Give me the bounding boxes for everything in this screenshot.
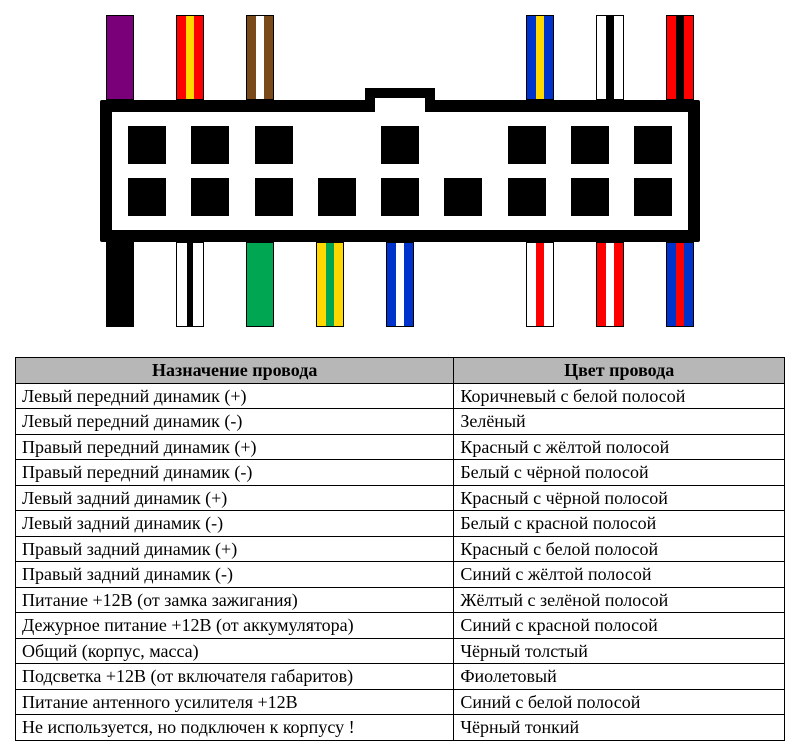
pin	[381, 178, 419, 216]
table-row: Правый задний динамик (-)Синий с жёлтой …	[16, 562, 785, 588]
wire-blue-white	[386, 242, 414, 327]
pin	[634, 126, 672, 164]
wire-red-white	[596, 242, 624, 327]
wire-white-black	[596, 15, 624, 100]
pin	[571, 126, 609, 164]
table-cell: Чёрный тонкий	[454, 715, 785, 741]
table-cell: Зелёный	[454, 409, 785, 435]
pin	[634, 178, 672, 216]
table-cell: Дежурное питание +12В (от аккумулятора)	[16, 613, 454, 639]
table-cell: Фиолетовый	[454, 664, 785, 690]
table-cell: Правый передний динамик (-)	[16, 460, 454, 486]
table-row: Правый передний динамик (-)Белый с чёрно…	[16, 460, 785, 486]
col-color: Цвет провода	[454, 358, 785, 384]
table-cell: Питание антенного усилителя +12В	[16, 689, 454, 715]
wire-slot-empty	[456, 242, 484, 327]
table-row: Общий (корпус, масса)Чёрный толстый	[16, 638, 785, 664]
pin	[571, 178, 609, 216]
table-cell: Коричневый с белой полосой	[454, 383, 785, 409]
table-cell: Правый передний динамик (+)	[16, 434, 454, 460]
wire-blue-yellow	[526, 15, 554, 100]
pin	[191, 126, 229, 164]
wire-yellow-green	[316, 242, 344, 327]
table-cell: Красный с белой полосой	[454, 536, 785, 562]
wire-white-red	[526, 242, 554, 327]
table-row: Дежурное питание +12В (от аккумулятора)С…	[16, 613, 785, 639]
table-cell: Синий с белой полосой	[454, 689, 785, 715]
pin	[191, 178, 229, 216]
table-row: Левый задний динамик (+)Красный с чёрной…	[16, 485, 785, 511]
table-row: Левый передний динамик (+)Коричневый с б…	[16, 383, 785, 409]
table-cell: Питание +12В (от замка зажигания)	[16, 587, 454, 613]
pin	[508, 126, 546, 164]
table-cell: Левый задний динамик (+)	[16, 485, 454, 511]
pin	[255, 126, 293, 164]
wire-red-yellow	[176, 15, 204, 100]
table-row: Подсветка +12В (от включателя габаритов)…	[16, 664, 785, 690]
table-cell: Не используется, но подключен к корпусу …	[16, 715, 454, 741]
wire-violet	[106, 15, 134, 100]
pin	[381, 126, 419, 164]
table-row: Левый задний динамик (-)Белый с красной …	[16, 511, 785, 537]
wire-black-thick	[106, 242, 134, 327]
connector-diagram	[15, 15, 785, 327]
table-cell: Левый передний динамик (-)	[16, 409, 454, 435]
table-row: Правый задний динамик (+)Красный с белой…	[16, 536, 785, 562]
table-cell: Левый задний динамик (-)	[16, 511, 454, 537]
wire-blue-red	[666, 242, 694, 327]
pin-row-bottom	[128, 178, 672, 216]
table-cell: Белый с чёрной полосой	[454, 460, 785, 486]
table-row: Левый передний динамик (-)Зелёный	[16, 409, 785, 435]
bottom-wires	[15, 242, 785, 327]
wire-slot-empty	[456, 15, 484, 100]
pin-empty	[444, 126, 482, 164]
table-row: Питание антенного усилителя +12ВСиний с …	[16, 689, 785, 715]
table-row: Не используется, но подключен к корпусу …	[16, 715, 785, 741]
pin	[444, 178, 482, 216]
pin	[255, 178, 293, 216]
connector-body	[100, 100, 700, 242]
pin	[128, 126, 166, 164]
wire-green	[246, 242, 274, 327]
table-cell: Синий с жёлтой полосой	[454, 562, 785, 588]
wire-slot-empty	[316, 15, 344, 100]
table-cell: Чёрный толстый	[454, 638, 785, 664]
table-cell: Правый задний динамик (+)	[16, 536, 454, 562]
pin-row-top	[128, 126, 672, 164]
table-cell: Белый с красной полосой	[454, 511, 785, 537]
table-cell: Жёлтый с зелёной полосой	[454, 587, 785, 613]
table-cell: Синий с красной полосой	[454, 613, 785, 639]
col-purpose: Назначение провода	[16, 358, 454, 384]
table-row: Правый передний динамик (+)Красный с жёл…	[16, 434, 785, 460]
table-cell: Общий (корпус, масса)	[16, 638, 454, 664]
wire-red-black	[666, 15, 694, 100]
table-cell: Левый передний динамик (+)	[16, 383, 454, 409]
pin-empty	[318, 126, 356, 164]
pin	[508, 178, 546, 216]
pin	[318, 178, 356, 216]
wire-brown-white	[246, 15, 274, 100]
table-cell: Правый задний динамик (-)	[16, 562, 454, 588]
table-cell: Красный с чёрной полосой	[454, 485, 785, 511]
wire-table: Назначение провода Цвет провода Левый пе…	[15, 357, 785, 741]
table-row: Питание +12В (от замка зажигания)Жёлтый …	[16, 587, 785, 613]
table-cell: Подсветка +12В (от включателя габаритов)	[16, 664, 454, 690]
table-cell: Красный с жёлтой полосой	[454, 434, 785, 460]
wire-black-thin	[176, 242, 204, 327]
pin	[128, 178, 166, 216]
connector-tab	[365, 88, 435, 112]
